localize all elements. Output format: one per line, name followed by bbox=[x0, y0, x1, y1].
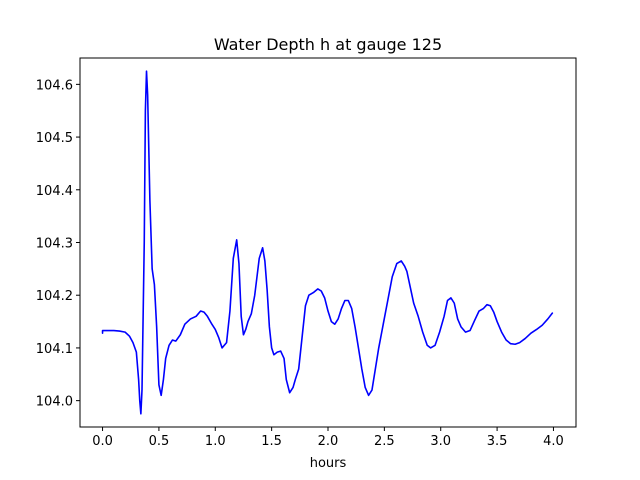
y-tick-label: 104.5 bbox=[36, 131, 73, 146]
x-tick-label: 3.5 bbox=[487, 434, 508, 449]
y-tick-label: 104.1 bbox=[36, 342, 73, 357]
y-tick-label: 104.2 bbox=[36, 289, 73, 304]
chart-title: Water Depth h at gauge 125 bbox=[214, 35, 442, 54]
axes: 0.0 0.5 1.0 1.5 2.0 2.5 3.0 3.5 4.0 104.0 104.1 104… bbox=[36, 57, 577, 449]
y-tick-label: 104.4 bbox=[36, 184, 73, 199]
y-tick-label: 104.0 bbox=[36, 395, 73, 410]
x-tick-label: 2.5 bbox=[374, 434, 395, 449]
y-tick-label: 104.6 bbox=[36, 78, 73, 93]
plot-area bbox=[101, 70, 554, 415]
series-line-1 bbox=[101, 70, 554, 415]
x-tick-label: 0.0 bbox=[92, 434, 113, 449]
x-tick-label: 4.0 bbox=[543, 434, 564, 449]
x-tick-label: 0.5 bbox=[149, 434, 170, 449]
x-tick-label: 3.0 bbox=[430, 434, 451, 449]
y-tick-label: 104.3 bbox=[36, 237, 73, 252]
x-tick-label: 2.0 bbox=[318, 434, 339, 449]
x-tick-label: 1.0 bbox=[205, 434, 226, 449]
x-axis-label: hours bbox=[310, 456, 347, 471]
x-tick-label: 1.5 bbox=[261, 434, 282, 449]
